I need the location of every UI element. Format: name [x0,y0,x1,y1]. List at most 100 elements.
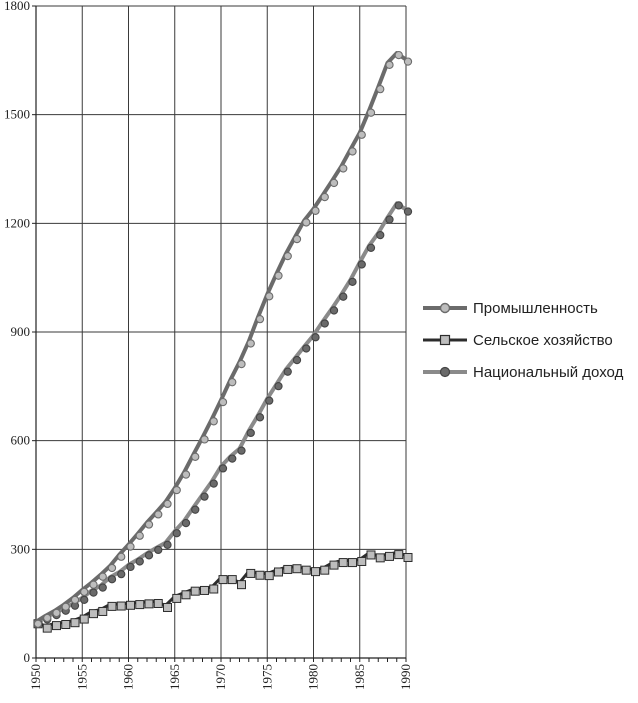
data-point-1 [42,623,52,633]
data-point-0 [70,595,80,605]
data-point-1 [153,598,163,608]
data-point-1 [320,565,330,575]
data-point-0 [89,580,98,589]
data-point-2 [89,588,98,597]
data-point-1 [246,568,256,578]
x-tick-label: 1985 [352,664,367,690]
x-tick-label: 1955 [74,664,89,690]
data-point-0 [283,251,292,261]
data-point-0 [348,147,357,156]
data-point-1 [394,550,404,560]
data-point-0 [237,359,246,369]
data-point-1 [227,575,237,585]
data-point-0 [385,60,394,70]
legend-item-industry: Промышленность [423,292,638,324]
data-point-0 [311,206,320,215]
data-point-1 [79,614,89,624]
data-point-0 [357,130,366,139]
data-point-1 [403,552,413,562]
data-point-0 [394,50,403,60]
data-point-2 [163,540,172,549]
data-point-2 [209,479,218,488]
data-point-0 [218,397,228,407]
data-point-2 [135,557,144,566]
data-point-1 [172,593,182,603]
data-point-0 [200,435,209,444]
data-point-0 [163,499,172,509]
data-point-0 [154,510,163,519]
data-point-2 [255,413,265,422]
data-point-2 [200,492,209,501]
data-point-1 [329,560,339,570]
data-point-1 [264,571,274,581]
x-tick-label: 1975 [259,664,274,690]
data-point-1 [89,609,98,619]
data-point-1 [190,586,200,596]
data-point-2 [98,583,107,592]
data-point-2 [366,243,376,252]
data-point-1 [116,601,126,611]
x-tick-label: 1960 [121,664,136,690]
data-point-1 [70,618,80,628]
data-point-0 [181,470,191,479]
data-point-2 [117,570,126,579]
data-point-1 [135,600,145,610]
data-point-0 [320,192,329,202]
data-point-0 [135,531,144,540]
data-point-0 [172,485,181,495]
legend: Промышленность Сельское хозяйство Национ… [423,292,638,388]
data-point-2 [80,595,89,605]
x-tick-label: 1980 [306,664,321,690]
data-point-2 [274,382,283,391]
data-point-1 [348,558,357,568]
data-point-2 [144,551,154,560]
y-tick-label: 900 [11,324,31,339]
data-point-0 [33,619,43,628]
data-point-2 [357,260,366,269]
data-point-0 [144,520,154,529]
data-point-0 [126,542,135,551]
data-point-1 [283,564,293,574]
data-point-2 [265,396,274,405]
data-point-1 [52,621,61,631]
y-tick-label: 0 [24,650,31,665]
data-point-1 [200,585,209,595]
data-point-2 [292,355,302,365]
x-tick-label: 1965 [167,664,182,690]
data-point-2 [228,454,237,463]
data-point-2 [126,562,135,572]
data-point-2 [191,505,200,514]
data-point-1 [301,565,311,575]
legend-label-agriculture: Сельское хозяйство [473,331,613,349]
y-tick-label: 1800 [4,0,30,13]
tick-labels: 0 300 600 900 1200 1500 1800 1950 1955 1960 1965 19… [4,0,413,690]
legend-item-national-income: Национальный доход [423,356,638,388]
data-point-2 [339,292,348,301]
data-point-2 [237,446,246,455]
data-point-2 [218,464,228,473]
data-point-1 [366,550,376,560]
data-point-0 [292,234,302,244]
data-point-1 [126,600,135,610]
data-point-2 [283,367,292,376]
data-point-2 [376,230,385,240]
data-point-0 [376,84,385,94]
data-point-0 [209,417,218,426]
data-point-0 [191,452,200,461]
data-point-0 [98,572,107,581]
data-point-1 [255,570,265,580]
legend-swatch-national-income [423,366,467,378]
data-point-1 [144,599,154,609]
legend-label-national-income: Национальный доход [473,363,624,381]
data-point-2 [154,545,163,555]
data-point-1 [274,567,283,577]
data-point-2 [329,306,339,315]
data-point-0 [339,164,348,173]
data-point-1 [209,584,219,594]
data-point-0 [107,563,117,573]
y-tick-label: 300 [11,541,31,556]
data-point-0 [52,608,61,618]
data-point-0 [329,178,339,188]
data-point-2 [311,333,320,342]
